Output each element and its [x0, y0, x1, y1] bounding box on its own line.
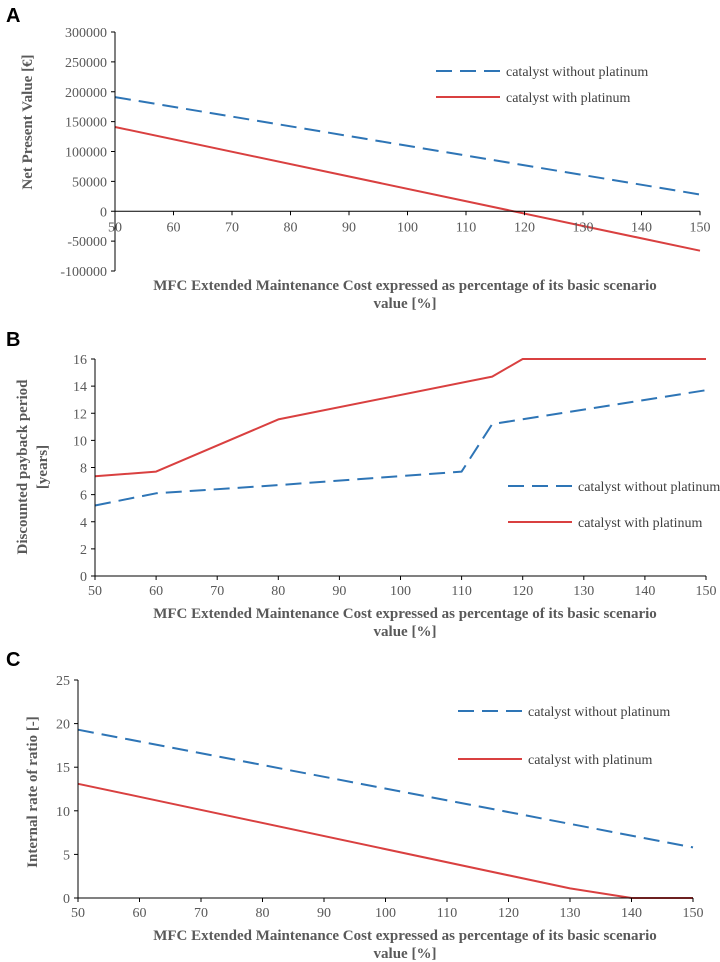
- x-tick-label: 110: [451, 584, 471, 599]
- x-tick-label: 90: [317, 906, 331, 921]
- panel-a-xlabel-line1: MFC Extended Maintenance Cost expressed …: [153, 278, 657, 294]
- y-tick-label: -50000: [67, 235, 107, 250]
- y-tick-label: 0: [100, 205, 107, 220]
- x-tick-label: 70: [194, 906, 208, 921]
- panel-c-series-without-platinum: [77, 728, 694, 849]
- y-tick-label: 12: [73, 407, 87, 422]
- y-tick-label: 50000: [72, 175, 107, 190]
- x-tick-label: 150: [696, 584, 717, 599]
- panel-b-chart: B 0 2 4 6 8 10 12 14 16 50 60 70 80 90 100 110 120 130 140…: [6, 329, 720, 640]
- y-tick-label: 15: [56, 761, 70, 776]
- panel-a-letter: A: [6, 5, 20, 27]
- y-tick-label: 5: [63, 848, 70, 863]
- x-tick-label: 130: [560, 906, 581, 921]
- x-tick-label: 70: [225, 220, 239, 235]
- panel-c-xlabel-line1: MFC Extended Maintenance Cost expressed …: [153, 928, 657, 944]
- y-tick-label: 300000: [65, 26, 107, 41]
- panel-b-xlabel-line2: value [%]: [374, 624, 437, 640]
- panel-a-xlabel-line2: value [%]: [374, 296, 437, 312]
- y-tick-label: 10: [73, 434, 87, 449]
- y-tick-label: 8: [80, 462, 87, 477]
- x-tick-label: 100: [375, 906, 396, 921]
- x-tick-label: 140: [631, 220, 652, 235]
- x-tick-label: 150: [690, 220, 711, 235]
- x-tick-label: 100: [397, 220, 418, 235]
- panel-b-legend-label-without: catalyst without platinum: [578, 480, 720, 495]
- x-tick-label: 70: [210, 584, 224, 599]
- panel-b-xlabel-line1: MFC Extended Maintenance Cost expressed …: [153, 606, 657, 622]
- y-tick-label: 250000: [65, 56, 107, 71]
- y-tick-label: 6: [80, 489, 87, 504]
- x-tick-label: 50: [71, 906, 85, 921]
- panel-b-series-without-platinum: [94, 389, 707, 507]
- y-tick-label: 0: [80, 570, 87, 585]
- panel-c-letter: C: [6, 649, 20, 671]
- y-tick-label: 20: [56, 718, 70, 733]
- x-tick-label: 150: [683, 906, 704, 921]
- x-tick-label: 80: [256, 906, 270, 921]
- x-tick-label: 120: [512, 584, 533, 599]
- x-tick-label: 80: [271, 584, 285, 599]
- x-tick-label: 60: [167, 220, 181, 235]
- panel-b-series-with-platinum: [94, 358, 706, 478]
- panel-b-legend: catalyst without platinum catalyst with …: [508, 480, 720, 531]
- panel-c-legend-label-with: catalyst with platinum: [528, 753, 653, 768]
- y-tick-label: 150000: [65, 116, 107, 131]
- x-tick-label: 100: [390, 584, 411, 599]
- x-tick-label: 60: [149, 584, 163, 599]
- y-tick-label: 16: [73, 353, 87, 368]
- x-tick-label: 130: [573, 584, 594, 599]
- panel-c-legend: catalyst without platinum catalyst with …: [458, 705, 670, 768]
- y-tick-label: 25: [56, 674, 70, 689]
- x-tick-label: 130: [573, 220, 594, 235]
- panel-c-legend-label-without: catalyst without platinum: [528, 705, 670, 720]
- panel-a-legend-label-with: catalyst with platinum: [506, 91, 631, 106]
- y-tick-label: 100000: [65, 146, 107, 161]
- y-tick-label: 2: [80, 543, 87, 558]
- x-tick-label: 80: [284, 220, 298, 235]
- x-tick-label: 90: [342, 220, 356, 235]
- panel-a-ylabel: Net Present Value [€]: [20, 54, 36, 189]
- y-tick-label: 0: [63, 892, 70, 907]
- x-tick-label: 60: [133, 906, 147, 921]
- panel-a-series-without-platinum: [114, 96, 701, 196]
- y-tick-label: 4: [80, 516, 87, 531]
- x-tick-label: 50: [88, 584, 102, 599]
- x-tick-label: 110: [437, 906, 457, 921]
- panel-a-chart: A -100000 -50000 0 50000 100000 150000 200000 2…: [6, 5, 711, 312]
- y-tick-label: 200000: [65, 86, 107, 101]
- x-tick-label: 110: [456, 220, 476, 235]
- panel-b-legend-label-with: catalyst with platinum: [578, 516, 703, 531]
- y-tick-label: 14: [73, 380, 87, 395]
- panel-c-chart: C 0 5 10 15 20 25 50 60 70 80 90 100 110 120 130 140 150…: [6, 649, 704, 962]
- panel-c-xlabel-line2: value [%]: [374, 946, 437, 962]
- panel-a-legend-label-without: catalyst without platinum: [506, 65, 648, 80]
- panel-a-series-with-platinum: [114, 126, 701, 252]
- panel-b-ylabel-line1: Discounted payback period: [15, 379, 31, 555]
- y-tick-label: 10: [56, 805, 70, 820]
- panel-c-ylabel: Internal rate of ratio [-]: [25, 716, 41, 868]
- panel-c-series-with-platinum: [77, 782, 693, 899]
- x-tick-label: 140: [634, 584, 655, 599]
- x-tick-label: 50: [108, 220, 122, 235]
- x-tick-label: 120: [514, 220, 535, 235]
- x-tick-label: 140: [621, 906, 642, 921]
- panel-b-ylabel-line2: [years]: [35, 445, 51, 489]
- x-tick-label: 120: [498, 906, 519, 921]
- y-tick-label: -100000: [60, 265, 107, 280]
- panel-a-legend: catalyst without platinum catalyst with …: [436, 65, 648, 106]
- x-tick-label: 90: [332, 584, 346, 599]
- panel-b-letter: B: [6, 329, 20, 351]
